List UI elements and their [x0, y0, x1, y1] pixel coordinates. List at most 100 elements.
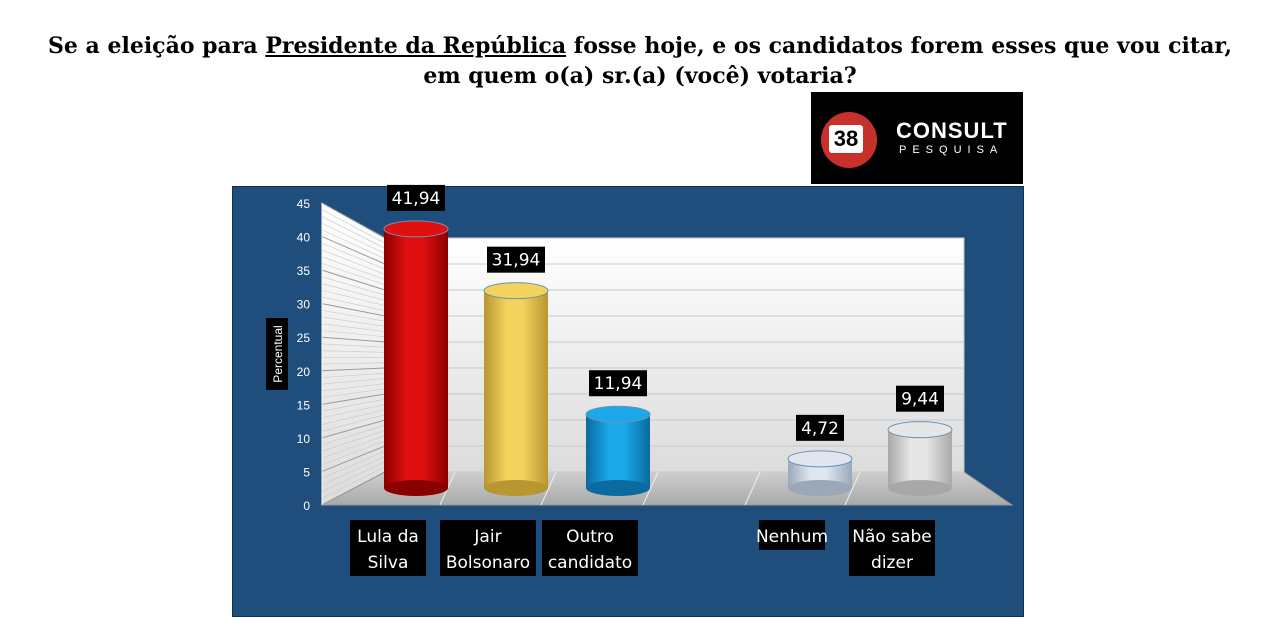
minor-gridline-side: [321, 409, 386, 425]
category-label-bg: [759, 520, 825, 550]
floor-divider: [844, 471, 861, 506]
minor-gridline-side: [321, 430, 386, 452]
consult-logo: 38 CONSULT PESQUISA: [811, 92, 1023, 184]
bar-top: [887, 421, 953, 439]
y-axis-label: Percentual: [271, 325, 285, 382]
bar-base: [586, 480, 650, 496]
minor-gridline-side: [321, 414, 386, 432]
bar-top: [585, 405, 651, 423]
category-label: dizer: [871, 553, 913, 573]
bar-base: [484, 480, 548, 496]
gridline-side: [321, 471, 386, 506]
minor-gridline-side: [321, 289, 386, 306]
side-wall: [321, 202, 386, 506]
gridline-side: [321, 236, 386, 265]
minor-gridline-side: [321, 209, 386, 244]
minor-gridline-side: [321, 440, 386, 466]
y-tick-label: 0: [303, 499, 310, 513]
data-label-bg: [589, 370, 647, 397]
minor-gridline-side: [321, 435, 386, 459]
category-label: Silva: [368, 553, 409, 573]
minor-gridline-side: [321, 424, 386, 445]
data-label-bg: [796, 414, 844, 441]
minor-gridline-side: [321, 263, 386, 286]
minor-gridline-side: [321, 372, 386, 378]
minor-gridline-side: [321, 323, 386, 332]
y-tick-label: 40: [297, 231, 311, 245]
category-label: Não sabe: [852, 527, 931, 547]
minor-gridline-side: [321, 466, 386, 499]
gridline-side: [321, 367, 386, 372]
floor-divider: [642, 471, 659, 506]
minor-gridline-side: [321, 229, 386, 260]
data-label: 4,72: [801, 419, 839, 439]
minor-gridline-side: [321, 330, 386, 338]
category-label: Outro: [566, 527, 614, 547]
data-label-bg: [387, 184, 445, 211]
minor-gridline-side: [321, 450, 386, 479]
minor-gridline-side: [321, 362, 386, 365]
bar: [484, 290, 548, 488]
y-tick-label: 25: [297, 331, 311, 345]
title-underlined: Presidente da República: [265, 33, 567, 59]
minor-gridline-side: [321, 378, 386, 385]
logo-circle-icon: 38: [821, 112, 877, 168]
minor-gridline-side: [321, 350, 386, 353]
gridline-side: [321, 202, 386, 239]
gridline-side: [321, 269, 386, 291]
y-axis-label-bg: [266, 318, 288, 390]
data-label: 41,94: [392, 189, 441, 209]
bar-base: [384, 480, 448, 496]
floor-divider: [744, 471, 761, 506]
category-label: Nenhum: [756, 527, 828, 547]
minor-gridline-side: [321, 222, 386, 254]
data-label-bg: [896, 385, 944, 412]
y-tick-label: 10: [297, 432, 311, 446]
back-wall: [384, 237, 965, 473]
minor-gridline-side: [321, 296, 386, 312]
title-part-2: fosse hoje, e os candidatos forem esses …: [566, 33, 1232, 59]
y-tick-label: 30: [297, 298, 311, 312]
gridline-side: [321, 336, 386, 343]
minor-gridline-side: [321, 283, 386, 301]
y-tick-label: 5: [303, 465, 310, 479]
category-label: candidato: [548, 553, 632, 573]
data-label: 11,94: [594, 374, 643, 394]
gridline-side: [321, 393, 386, 405]
bar-top: [383, 220, 449, 238]
bar: [888, 429, 952, 488]
category-label-bg: [849, 520, 935, 576]
gridline-side: [321, 445, 386, 472]
chart-title-line-2: em quem o(a) sr.(a) (você) votaria?: [423, 63, 857, 89]
bar-base: [888, 480, 952, 496]
data-label-bg: [487, 246, 545, 273]
gridline-side: [321, 419, 386, 439]
minor-gridline-side: [321, 242, 386, 270]
chart-title-line-1: Se a eleição para Presidente da Repúblic…: [0, 31, 1280, 61]
bar-base: [788, 480, 852, 496]
minor-gridline-side: [321, 404, 386, 419]
minor-gridline-side: [321, 383, 386, 392]
gridline-side: [321, 303, 386, 317]
bar-top: [787, 450, 853, 468]
logo-subtitle: PESQUISA: [899, 144, 1004, 156]
minor-gridline-side: [321, 388, 386, 398]
category-label-bg: [350, 520, 426, 576]
minor-gridline-side: [321, 316, 386, 327]
bar-top: [483, 282, 549, 300]
logo-brand: CONSULT: [896, 118, 1008, 143]
data-label: 9,44: [901, 390, 939, 410]
category-label-bg: [542, 520, 638, 576]
y-tick-label: 15: [297, 398, 311, 412]
minor-gridline-side: [321, 398, 386, 412]
category-label-bg: [440, 520, 536, 576]
y-tick-label: 35: [297, 264, 311, 278]
minor-gridline-side: [321, 343, 386, 348]
bar: [586, 414, 650, 488]
minor-gridline-side: [321, 456, 386, 486]
category-label: Lula da: [357, 527, 419, 547]
data-label: 31,94: [492, 251, 541, 271]
y-tick-label: 45: [297, 197, 311, 211]
floor-divider: [540, 471, 557, 506]
